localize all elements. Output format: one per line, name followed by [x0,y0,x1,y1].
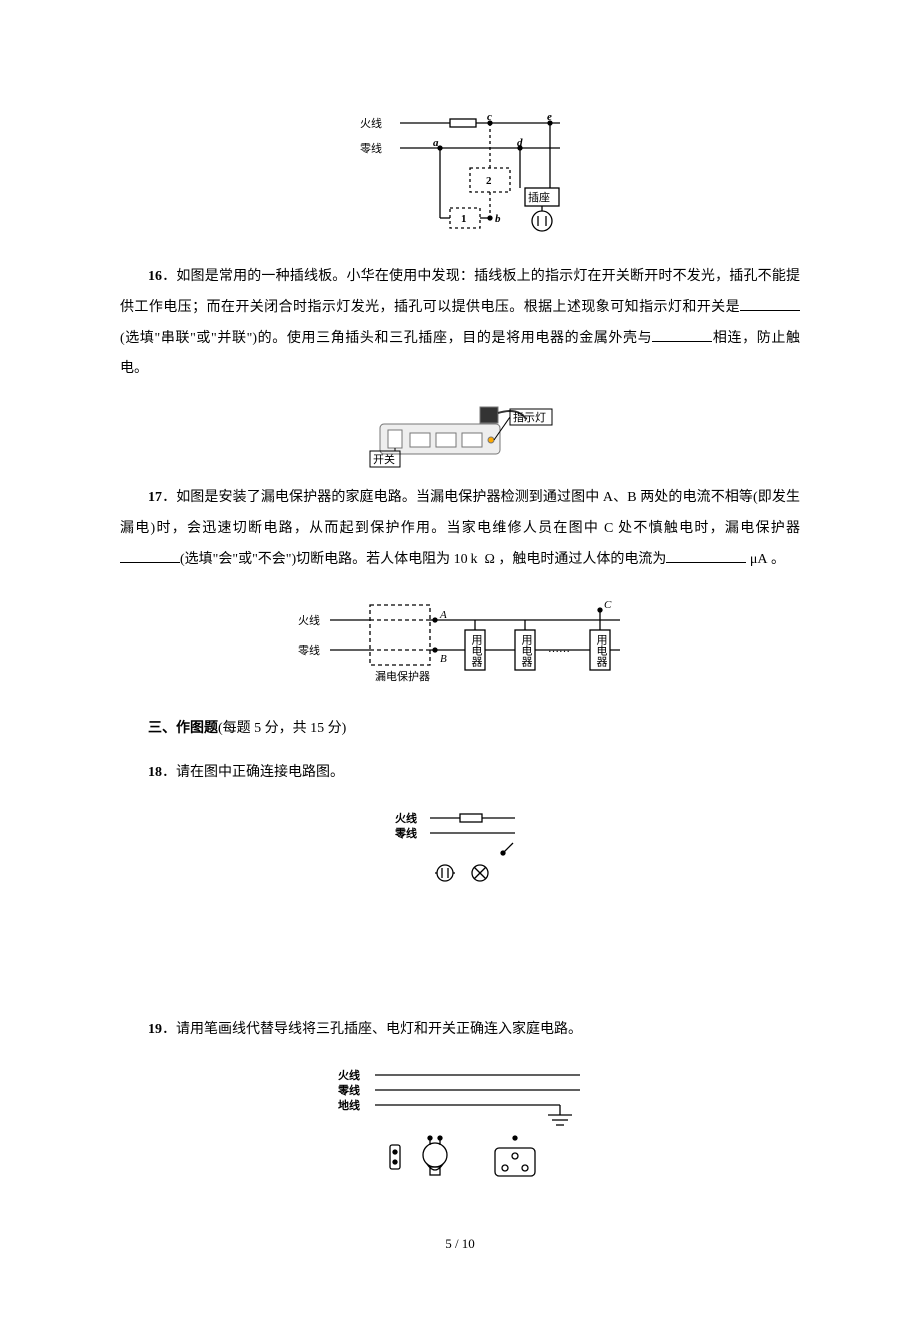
rcd-live: 火线 [298,613,320,627]
box-1: 1 [461,213,467,225]
q17-figure: 火线 零线 A B C 漏电保护器 用电器 用电器 用电器 …… [120,590,800,700]
node-d: d [517,137,523,149]
section3-title: 三、作图题 [148,721,218,736]
q19-paragraph: 19．请用笔画线代替导线将三孔插座、电灯和开关正确连入家庭电路。 [120,1015,800,1046]
q17-number: 17 [148,490,162,505]
label-socket: 插座 [528,190,550,204]
q19-text: ．请用笔画线代替导线将三孔插座、电灯和开关正确连入家庭电路。 [162,1022,582,1037]
q16-number: 16 [148,269,162,284]
label-neutral: 零线 [360,141,382,155]
node-C: C [604,599,612,611]
section3-heading: 三、作图题(每题 5 分，共 15 分) [120,714,800,745]
appl-3: 用电器 [595,634,608,668]
q17-blank-1[interactable] [120,548,180,563]
q18-figure: 火线 零线 [120,803,800,893]
q16-figure: 指示灯 开关 [120,399,800,469]
q18-text: ．请在图中正确连接电路图。 [162,765,344,780]
q18-circuit: 火线 零线 [385,803,535,893]
label-indicator: 指示灯 [513,410,546,424]
box-2: 2 [486,175,492,187]
node-a: a [433,137,439,149]
q18-number: 18 [148,765,162,780]
label-live: 火线 [360,116,382,130]
q19-ground: 地线 [338,1098,360,1112]
section3-note: (每题 5 分，共 15 分) [218,721,346,736]
appl-2: 用电器 [520,634,533,668]
q15-figure: 火线 零线 a b c d e 2 1 插座 [120,108,800,248]
appl-1: 用电器 [470,634,483,668]
q17-text-c: μA 。 [746,552,785,567]
rcd-circuit: 火线 零线 A B C 漏电保护器 用电器 用电器 用电器 …… [280,590,640,700]
q17-blank-2[interactable] [666,548,746,563]
q16-text-a: ．如图是常用的一种插线板。小华在使用中发现：插线板上的指示灯在开关断开时不发光，… [120,269,800,315]
node-e: e [547,111,552,123]
q19-live: 火线 [338,1068,360,1082]
powerstrip: 指示灯 开关 [360,399,560,469]
q16-blank-1[interactable] [740,296,800,311]
spacer [120,901,800,1001]
appliance-labels: 用电器 用电器 用电器 [470,634,608,668]
rcd-label: 漏电保护器 [375,669,430,683]
q18-neutral: 零线 [394,826,417,840]
node-c: c [487,111,492,123]
node-A: A [439,609,447,621]
q17-text-a: ．如图是安装了漏电保护器的家庭电路。当漏电保护器检测到通过图中 A、B 两处的电… [120,490,800,536]
q18-paragraph: 18．请在图中正确连接电路图。 [120,758,800,789]
q16-text-b: (选填"串联"或"并联")的。使用三角插头和三孔插座，目的是将用电器的金属外壳与 [120,331,652,346]
ellipsis: …… [548,643,570,655]
q19-circuit: 火线 零线 地线 [320,1060,600,1190]
node-b: b [495,213,501,225]
label-switch: 开关 [373,452,395,466]
page-number: 5 / 10 [120,1230,800,1259]
q19-number: 19 [148,1022,162,1037]
q16-blank-2[interactable] [652,327,712,342]
q16-paragraph: 16．如图是常用的一种插线板。小华在使用中发现：插线板上的指示灯在开关断开时不发… [120,262,800,385]
q17-text-b: (选填"会"或"不会")切断电路。若人体电阻为 10 k Ω ，触电时通过人体的… [180,552,666,567]
q18-live: 火线 [395,811,417,825]
rcd-neutral: 零线 [298,643,320,657]
q19-neutral: 零线 [337,1083,360,1097]
q19-figure: 火线 零线 地线 [120,1060,800,1190]
circuit-q15: 火线 零线 a b c d e 2 1 插座 [350,108,570,248]
node-B: B [440,653,447,665]
q17-paragraph: 17．如图是安装了漏电保护器的家庭电路。当漏电保护器检测到通过图中 A、B 两处… [120,483,800,575]
